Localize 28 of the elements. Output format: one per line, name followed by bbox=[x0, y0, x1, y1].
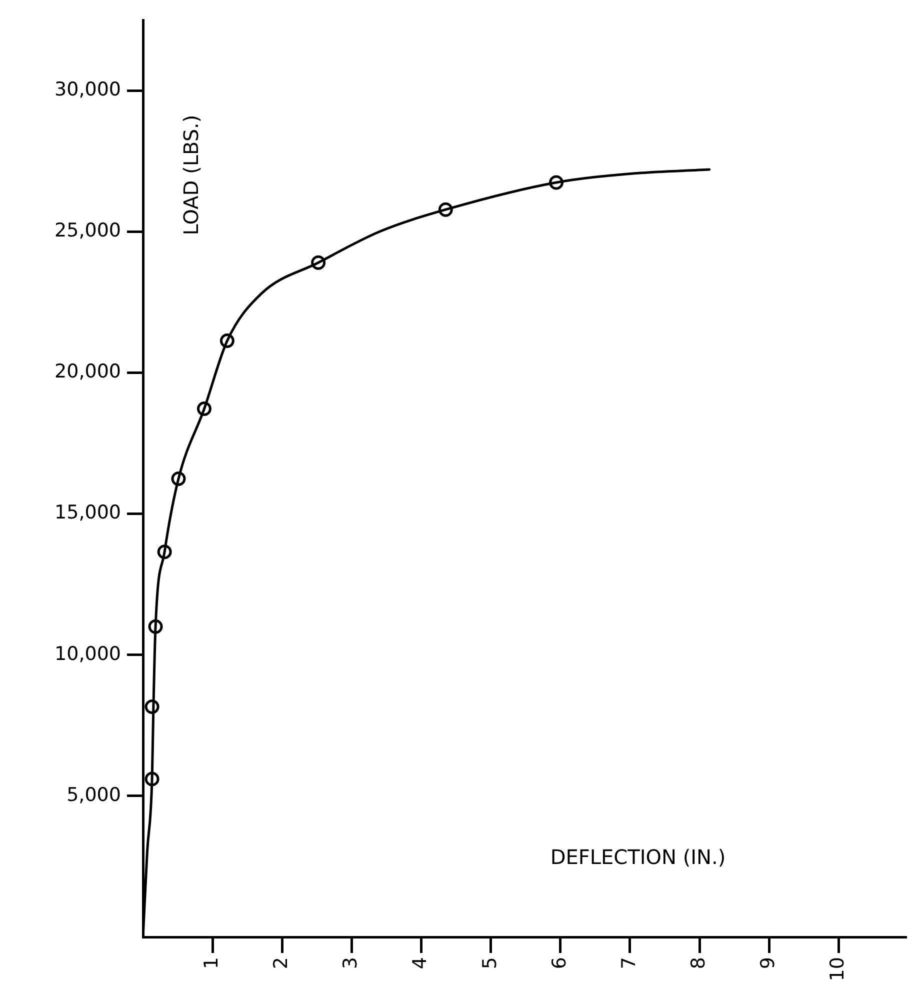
x-tick-label: 2 bbox=[270, 957, 292, 970]
y-tick-label: 25,000 bbox=[54, 220, 121, 242]
point bbox=[220, 334, 234, 348]
point bbox=[148, 619, 163, 634]
y-tick-label: 20,000 bbox=[54, 360, 121, 383]
point bbox=[144, 772, 160, 786]
y-tick-label: 30,000 bbox=[54, 78, 121, 100]
point bbox=[144, 700, 160, 714]
point bbox=[549, 175, 564, 190]
x-tick-label: 5 bbox=[478, 957, 501, 970]
y-axis-title: LOAD (LBS.) bbox=[179, 114, 204, 236]
point bbox=[196, 402, 212, 416]
x-tick-label: 1 bbox=[200, 957, 223, 970]
point bbox=[171, 472, 186, 486]
x-tick-label: 10 bbox=[826, 957, 849, 982]
point bbox=[438, 202, 453, 217]
y-tick-label: 5,000 bbox=[66, 784, 121, 806]
point bbox=[157, 544, 172, 560]
x-tick-label: 8 bbox=[688, 957, 710, 970]
x-tick-label: 7 bbox=[618, 957, 640, 970]
point bbox=[311, 255, 326, 270]
y-tick-label: 10,000 bbox=[54, 642, 121, 665]
y-tick-label: 15,000 bbox=[54, 502, 121, 524]
x-tick-label: 4 bbox=[409, 957, 432, 970]
x-axis-title: DEFLECTION (IN.) bbox=[550, 845, 726, 870]
x-tick-label: 6 bbox=[548, 957, 570, 970]
x-tick-label: 9 bbox=[757, 957, 780, 970]
x-tick-label: 3 bbox=[340, 957, 362, 970]
